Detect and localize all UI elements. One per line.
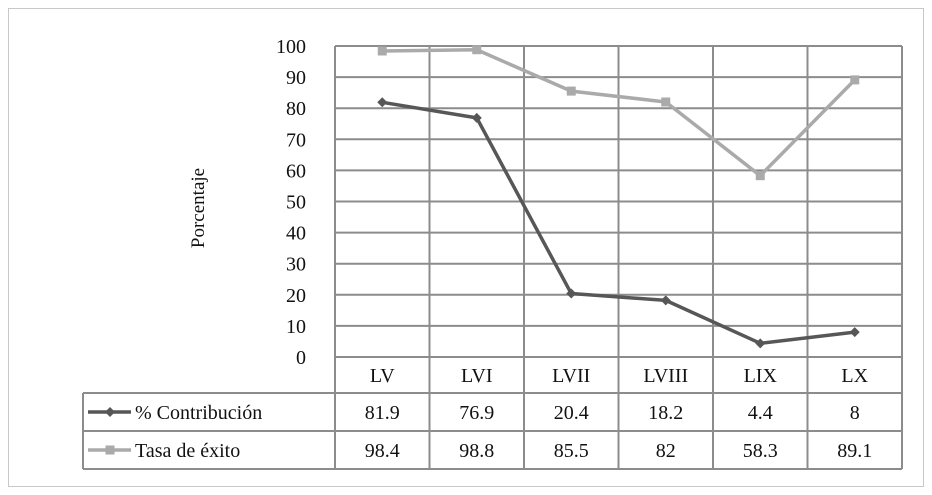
table-value-cell: 4.4 bbox=[748, 402, 773, 424]
y-tick-label: 90 bbox=[286, 67, 306, 89]
x-tick-label: LVIII bbox=[643, 365, 688, 387]
y-tick-label: 0 bbox=[296, 347, 306, 369]
series-line-0 bbox=[381, 100, 855, 346]
table-value-cell: 58.3 bbox=[743, 440, 778, 462]
table-value-cell: 20.4 bbox=[554, 402, 589, 424]
data-point-diamond bbox=[377, 97, 388, 108]
legend-series-name: Tasa de éxito bbox=[135, 440, 240, 462]
y-tick-label: 30 bbox=[286, 254, 306, 276]
series-line-1 bbox=[382, 47, 856, 178]
table-value-cell: 81.9 bbox=[365, 402, 400, 424]
data-point-square bbox=[472, 45, 482, 55]
data-point-diamond bbox=[566, 288, 577, 299]
x-tick-label: LV bbox=[370, 365, 395, 387]
table-value-cell: 89.1 bbox=[837, 440, 872, 462]
y-tick-label: 40 bbox=[286, 223, 306, 245]
data-point-diamond bbox=[660, 295, 671, 306]
data-point-diamond bbox=[471, 112, 482, 123]
x-tick-label: LVI bbox=[461, 365, 492, 387]
data-point-square bbox=[377, 46, 387, 56]
data-point-diamond bbox=[849, 327, 860, 338]
data-point-square bbox=[850, 75, 860, 85]
x-tick-label: LVII bbox=[552, 365, 590, 387]
y-tick-label: 10 bbox=[286, 316, 306, 338]
legend-key-marker bbox=[105, 445, 115, 455]
x-tick-label: LX bbox=[841, 365, 868, 387]
y-tick-label: 60 bbox=[286, 160, 306, 182]
data-point-square bbox=[566, 86, 576, 96]
table-value-cell: 98.8 bbox=[459, 440, 494, 462]
table-value-cell: 82 bbox=[656, 440, 676, 462]
data-point-diamond bbox=[755, 338, 766, 349]
y-tick-label: 50 bbox=[286, 192, 306, 214]
chart-frame bbox=[8, 8, 924, 487]
legend-series-name: % Contribución bbox=[135, 402, 262, 424]
y-tick-label: 70 bbox=[286, 129, 306, 151]
y-tick-label: 20 bbox=[286, 285, 306, 307]
y-tick-label: 100 bbox=[276, 36, 306, 58]
data-point-square bbox=[755, 171, 765, 181]
legend-key-marker bbox=[105, 407, 115, 417]
y-axis-title: Porcentaje bbox=[188, 168, 209, 248]
y-tick-label: 80 bbox=[286, 98, 306, 120]
table-value-cell: 76.9 bbox=[459, 402, 494, 424]
table-value-cell: 18.2 bbox=[648, 402, 683, 424]
table-value-cell: 85.5 bbox=[554, 440, 589, 462]
x-tick-label: LIX bbox=[744, 365, 778, 387]
table-value-cell: 8 bbox=[850, 402, 860, 424]
data-point-square bbox=[661, 97, 671, 107]
table-value-cell: 98.4 bbox=[365, 440, 400, 462]
